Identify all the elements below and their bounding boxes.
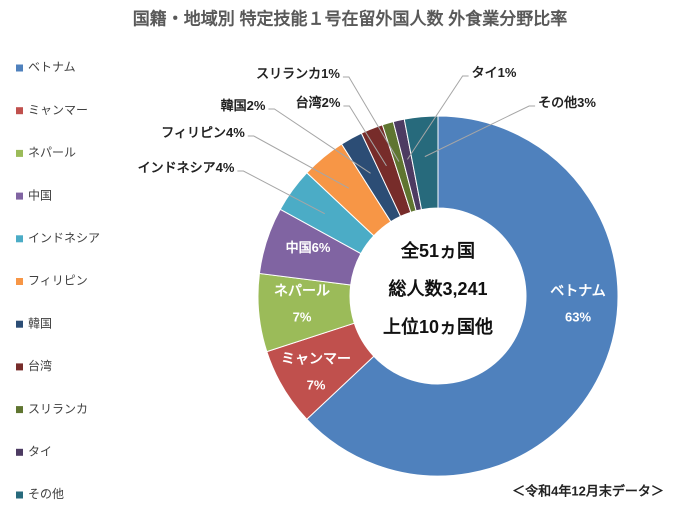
center-text: 上位10ヵ国他 [383, 316, 493, 337]
data-label-name: フィリピン [161, 125, 226, 140]
leader-line [268, 108, 371, 174]
data-label-value: 2% [247, 98, 266, 113]
donut-slice [403, 115, 439, 211]
data-label-name: ネパール [274, 283, 330, 299]
data-label-name: 韓国 [221, 98, 247, 113]
data-label-value: 4% [226, 125, 245, 140]
data-label-name: インドネシア [138, 160, 216, 175]
leader-line [424, 105, 536, 158]
data-label-value: 7% [307, 377, 326, 392]
data-label-value: 2% [322, 95, 341, 110]
data-label: スリランカ1% [256, 66, 340, 81]
center-text: 総人数3,241 [388, 278, 487, 299]
legend-label: ミャンマー [28, 103, 88, 117]
legend-label: 台湾 [28, 358, 52, 373]
legend-swatch [16, 448, 23, 456]
data-label: インドネシア4% [138, 160, 235, 175]
data-label-value: 6% [312, 240, 331, 255]
legend-label: フィリピン [28, 274, 88, 288]
legend-swatch [16, 363, 23, 371]
data-label-name: ベトナム [550, 283, 606, 299]
data-label-name: 中国 [286, 240, 312, 255]
data-label: タイ1% [472, 65, 517, 80]
data-label: 中国6% [286, 240, 331, 255]
data-label-value: 3% [577, 95, 596, 110]
legend-swatch [16, 235, 23, 243]
data-label: 韓国2% [221, 98, 266, 113]
legend-label: スリランカ [28, 402, 88, 416]
legend-swatch [16, 64, 23, 72]
data-label-name: タイ [472, 65, 498, 80]
data-label-value: 63% [565, 309, 591, 324]
data-label-name: その他 [538, 95, 577, 110]
leader-line [343, 105, 387, 167]
leader-line [342, 76, 400, 162]
data-label: 台湾2% [296, 95, 341, 110]
legend-swatch [16, 278, 23, 285]
chart-title: 国籍・地域別 特定技能１号在留外国人数 外食業分野比率 [133, 8, 567, 28]
donut-slice [306, 115, 619, 477]
data-label: フィリピン4% [161, 125, 245, 140]
legend-label: インドネシア [28, 231, 100, 245]
data-label-value: 7% [293, 309, 312, 324]
legend-label: ベトナム [28, 60, 76, 74]
leader-line [407, 75, 469, 160]
legend-swatch [16, 149, 23, 157]
legend-swatch [16, 107, 23, 115]
data-label: その他3% [538, 95, 596, 110]
legend-label: 中国 [28, 187, 52, 202]
legend-label: その他 [28, 487, 64, 501]
legend-swatch [16, 406, 23, 414]
data-label-name: 台湾 [296, 95, 322, 110]
note: ＜令和4年12月末データ＞ [512, 483, 664, 498]
center-text: 全51ヵ国 [400, 240, 475, 261]
legend-swatch [16, 320, 23, 328]
data-label-value: 1% [498, 65, 517, 80]
data-label-value: 1% [321, 66, 340, 81]
legend-label: 韓国 [28, 316, 52, 330]
leader-line [237, 170, 325, 215]
data-label-name: ミャンマー [281, 351, 351, 367]
leader-line [247, 135, 350, 189]
legend-swatch [16, 192, 23, 200]
legend-label: タイ [28, 444, 52, 458]
data-label-value: 4% [216, 160, 235, 175]
legend-label: ネパール [28, 146, 76, 160]
data-label-name: スリランカ [256, 66, 321, 81]
legend-swatch [16, 491, 23, 499]
